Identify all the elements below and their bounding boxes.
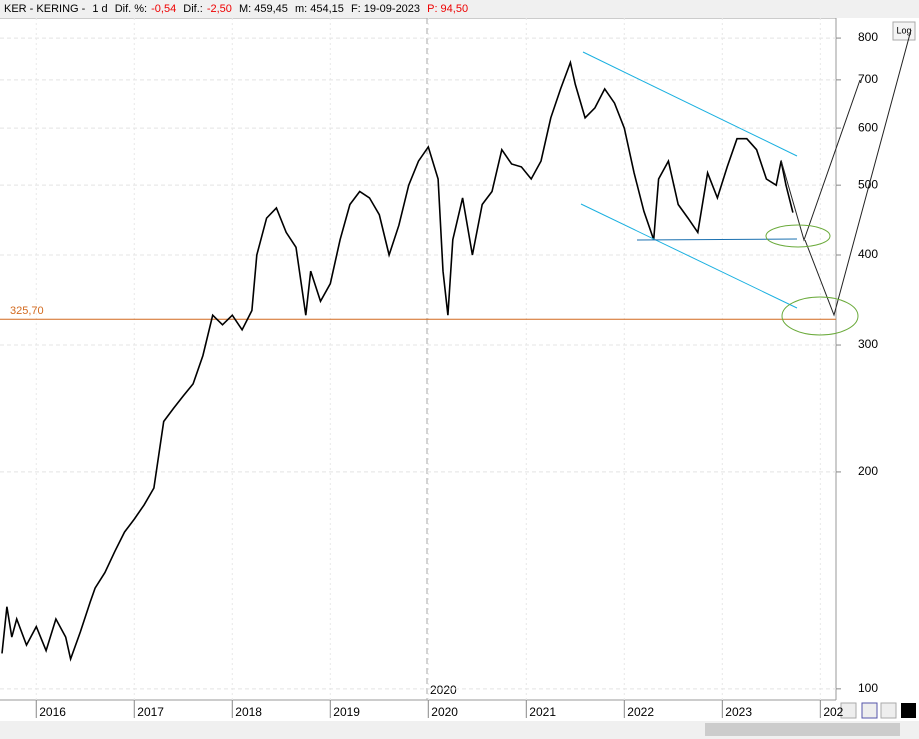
- x-tick-label: 2022: [627, 705, 654, 719]
- support-line: [636, 238, 798, 241]
- y-tick-label: 200: [858, 464, 878, 478]
- x-tick-label: 2019: [333, 705, 360, 719]
- period: 1 d: [92, 3, 108, 15]
- x-tick-label: 2018: [235, 705, 262, 719]
- reference-label: 325,70: [10, 305, 44, 317]
- x-tick-label: 202: [823, 705, 843, 719]
- x-tick-label: 2016: [39, 705, 66, 719]
- highlight: [765, 224, 831, 248]
- button[interactable]: [880, 702, 897, 719]
- scroll-thumb[interactable]: [705, 723, 900, 736]
- max: M: 459,45: [238, 3, 288, 15]
- y-tick-label: 800: [858, 30, 878, 44]
- scrollbar[interactable]: [0, 721, 919, 739]
- projection: [780, 79, 861, 242]
- header: KER - KERING - 1 d Dif. %: -0,54 Dif.: -2,…: [0, 0, 919, 19]
- trendline: [582, 51, 798, 157]
- right-axis-bg: [836, 18, 919, 701]
- label: Dif.:: [183, 3, 203, 15]
- annotations: [580, 29, 912, 336]
- y-tick-label: 100: [858, 681, 878, 695]
- label: Dif. %:: [114, 3, 148, 15]
- value: -0,54: [151, 3, 177, 15]
- date: F: 19-09-2023: [350, 3, 421, 15]
- x-tick-label: 2020: [431, 705, 458, 719]
- chart: 2020 Log 100 200 300 400 500 600 700 800 2016 201…: [0, 18, 919, 739]
- y-tick-label: 400: [858, 247, 878, 261]
- trendline: [580, 203, 798, 309]
- projection: [804, 29, 912, 317]
- x-tick-label: 2023: [725, 705, 752, 719]
- symbol: KER - KERING -: [4, 3, 86, 15]
- y-tick-label: 500: [858, 177, 878, 191]
- x-tick-label: 2021: [529, 705, 556, 719]
- cursor-label: 2020: [430, 683, 457, 697]
- highlight: [781, 296, 859, 336]
- button[interactable]: [901, 703, 916, 718]
- price-line: [1, 59, 794, 662]
- button[interactable]: [861, 702, 878, 719]
- p: P: 94,50: [427, 3, 469, 15]
- value: -2,50: [206, 3, 232, 15]
- min: m: 454,15: [294, 3, 344, 15]
- y-tick-label: 300: [858, 337, 878, 351]
- y-tick-label: 700: [858, 72, 878, 86]
- x-tick-label: 2017: [137, 705, 164, 719]
- log-button-label: Log: [896, 25, 911, 35]
- button[interactable]: [840, 702, 857, 719]
- y-tick-label: 600: [858, 120, 878, 134]
